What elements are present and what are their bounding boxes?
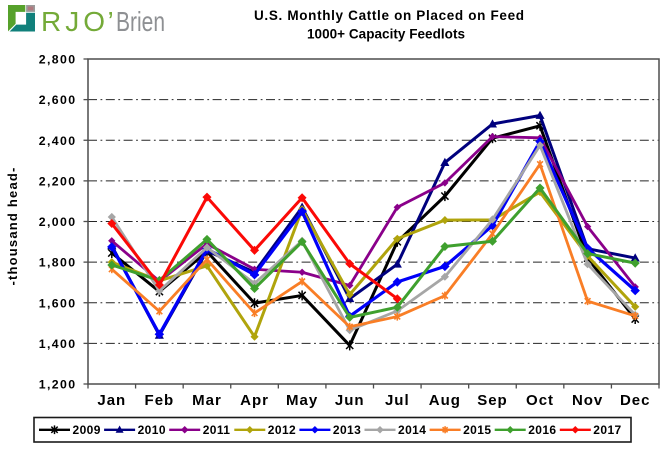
svg-text:Sep: Sep	[477, 392, 508, 409]
svg-text:1,800: 1,800	[39, 256, 77, 270]
svg-text:2,600: 2,600	[39, 93, 77, 107]
svg-text:RJO: RJO	[41, 6, 105, 37]
svg-text:-thousand head-: -thousand head-	[5, 166, 20, 285]
svg-text:Dec: Dec	[620, 392, 651, 409]
svg-text:Feb: Feb	[145, 392, 175, 409]
svg-text:2016: 2016	[528, 423, 556, 437]
svg-text:Jul: Jul	[385, 392, 410, 409]
svg-text:1,400: 1,400	[39, 337, 77, 351]
svg-text:Oct: Oct	[526, 392, 554, 409]
svg-text:’: ’	[108, 6, 114, 37]
svg-text:2,000: 2,000	[39, 215, 77, 229]
svg-text:Jun: Jun	[335, 392, 365, 409]
svg-text:2013: 2013	[333, 423, 361, 437]
svg-text:Brien: Brien	[116, 6, 165, 37]
svg-text:2010: 2010	[138, 423, 166, 437]
svg-text:May: May	[286, 392, 318, 409]
svg-text:2015: 2015	[463, 423, 491, 437]
svg-text:2014: 2014	[398, 423, 426, 437]
svg-text:U.S. Monthly Cattle on Placed: U.S. Monthly Cattle on Placed on Feed	[254, 8, 524, 23]
svg-text:1,600: 1,600	[39, 296, 77, 310]
svg-text:Apr: Apr	[240, 392, 269, 409]
svg-text:2,400: 2,400	[39, 134, 77, 148]
svg-text:2009: 2009	[73, 423, 101, 437]
svg-text:2,800: 2,800	[39, 53, 77, 67]
svg-text:1,200: 1,200	[39, 378, 77, 392]
svg-text:2,200: 2,200	[39, 174, 77, 188]
svg-text:Mar: Mar	[192, 392, 222, 409]
svg-text:2012: 2012	[268, 423, 296, 437]
svg-text:Nov: Nov	[572, 392, 603, 409]
svg-text:2017: 2017	[593, 423, 621, 437]
svg-text:2011: 2011	[203, 423, 231, 437]
svg-text:Aug: Aug	[429, 392, 461, 409]
svg-text:Jan: Jan	[97, 392, 126, 409]
svg-text:1000+ Capacity Feedlots: 1000+ Capacity Feedlots	[307, 27, 465, 42]
